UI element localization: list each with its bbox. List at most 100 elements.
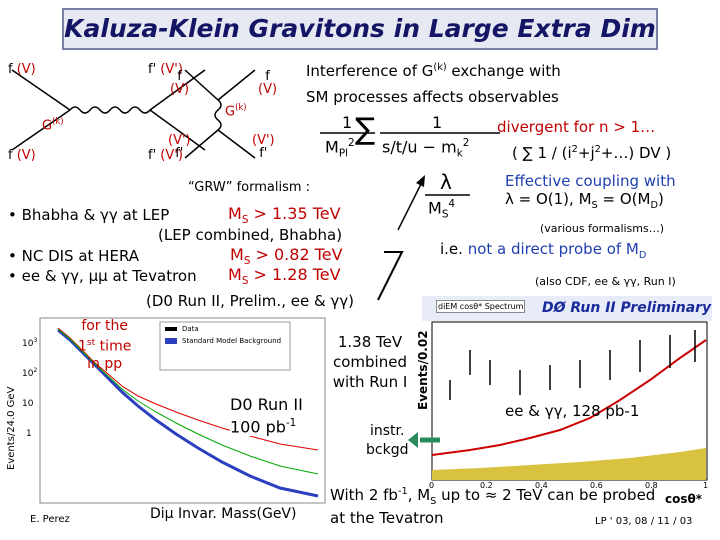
diagram-label: (V') f' (252, 134, 275, 160)
text: 2 (33, 368, 38, 374)
legend-entry: Data (182, 325, 199, 333)
text: 10 (22, 369, 34, 379)
text: bckgd (366, 442, 409, 458)
diagram-label: f (V) (8, 148, 36, 163)
plot-subheader: diEM cosθ* Spectrum (436, 300, 526, 313)
text: combined (333, 353, 407, 371)
text: f (8, 62, 13, 77)
text: D (650, 200, 658, 211)
text: > 1.35 TeV (248, 204, 341, 223)
text: SM processes affects observables (306, 88, 559, 106)
text: (various formalisms…) (540, 222, 665, 235)
legend-swatch (165, 327, 177, 331)
text: not a direct probe of M (467, 240, 639, 258)
tick-label: 10 (22, 398, 33, 409)
tick-label: 0.4 (535, 481, 548, 490)
text: (V) (16, 62, 36, 77)
tick-label: 102 (22, 368, 37, 379)
tick-label: 1 (703, 481, 709, 490)
text-line: Interference of G(k) exchange with (306, 62, 561, 80)
text: M (228, 265, 242, 284)
text: E. Perez (30, 514, 70, 525)
text: G (42, 118, 53, 134)
tick-label: 0 (429, 481, 435, 490)
tick-label: 0.6 (590, 481, 603, 490)
left-plot-background (57, 328, 319, 498)
text: Effective coupling with (505, 172, 676, 190)
axis-label: Events/0.02 (416, 330, 430, 410)
text: M (228, 204, 242, 223)
text: Interference of G (306, 62, 434, 80)
text: 1.38 TeV (337, 333, 403, 351)
diagram-label: f' (V') (148, 148, 183, 163)
text: 1 (342, 113, 353, 132)
text: (LEP combined, Bhabha) (158, 226, 343, 244)
tick-label: 0.8 (645, 481, 658, 490)
diagram-label: G(k) (225, 102, 247, 119)
text-line: With 2 fb-1, MS up to ≈ 2 TeV can be pro… (330, 486, 655, 507)
text: ( ∑ 1 / (i (512, 144, 572, 162)
text-line: MS > 1.35 TeV (228, 204, 341, 226)
axis-label: Events/24.0 GeV (6, 386, 17, 470)
text: D (638, 250, 647, 261)
text: f' (148, 148, 157, 163)
text: (V') (160, 148, 183, 163)
text: (V) (258, 82, 278, 97)
diagram-label: G(k) (42, 116, 64, 133)
text: 1 (78, 338, 87, 355)
text: D0 Run II (230, 395, 303, 414)
diagram-label: f (V) (170, 70, 189, 96)
text: -1 (397, 486, 408, 497)
text: (V') (252, 133, 275, 148)
tick-label: 1 (26, 428, 32, 439)
legend-entry: Standard Model Background (182, 337, 282, 345)
text: exchange with (446, 62, 561, 80)
text: f' (148, 62, 157, 77)
text: (k) (433, 62, 447, 73)
text: -1 (285, 417, 297, 429)
text-block: D0 Run II 100 pb-1 (230, 395, 303, 437)
text: (k) (235, 102, 247, 112)
bracket (377, 251, 404, 301)
text: (V') (160, 62, 183, 77)
text: S (241, 214, 249, 227)
text: λ (440, 170, 452, 194)
text: • Bhabha & γγ at LEP (8, 206, 170, 224)
text-block: 1.38 TeV combined with Run I (322, 332, 418, 392)
text-line: ( ∑ 1 / (i2+j2+…) DV ) (512, 144, 671, 162)
text: f' (259, 146, 268, 161)
text: +j (577, 144, 595, 162)
text: 100 pb (230, 417, 286, 437)
text: LP ' 03, 08 / 11 / 03 (595, 516, 693, 527)
text: time (95, 338, 132, 355)
text: ) (657, 190, 664, 208)
arrow-head (416, 175, 425, 187)
text: 2 (594, 144, 601, 155)
plot-label: ee & γγ, 128 pb-1 (505, 402, 640, 420)
text: (k) (52, 116, 64, 126)
text: M (325, 137, 339, 157)
text-line: s/t/u − mk2 (382, 137, 469, 160)
text: M (230, 245, 244, 264)
text: f' (175, 146, 184, 161)
text: for the (81, 318, 128, 334)
text: • ee & γγ, μμ at Tevatron (8, 267, 197, 285)
text: • NC DIS at HERA (8, 247, 140, 265)
arrow (397, 181, 423, 231)
right-plot-frame (431, 321, 708, 481)
arrow-head (408, 432, 418, 448)
text: 2 (347, 137, 355, 149)
right-plot-instr-background (432, 448, 706, 480)
text: with Run I (332, 373, 408, 391)
text: With 2 fb (330, 486, 398, 504)
text-line: MS4 (428, 198, 455, 221)
text: 2 (462, 137, 470, 149)
text: (D0 Run II, Prelim., ee & γγ) (146, 292, 355, 310)
text: f (8, 148, 13, 163)
text-line: MPl2 (325, 137, 355, 160)
text: in pp (87, 355, 123, 372)
text-line: λ = O(1), MS = O(MD) (505, 190, 664, 211)
text-block: for the 1st time in pp (78, 318, 131, 373)
text: (V) (16, 148, 36, 163)
